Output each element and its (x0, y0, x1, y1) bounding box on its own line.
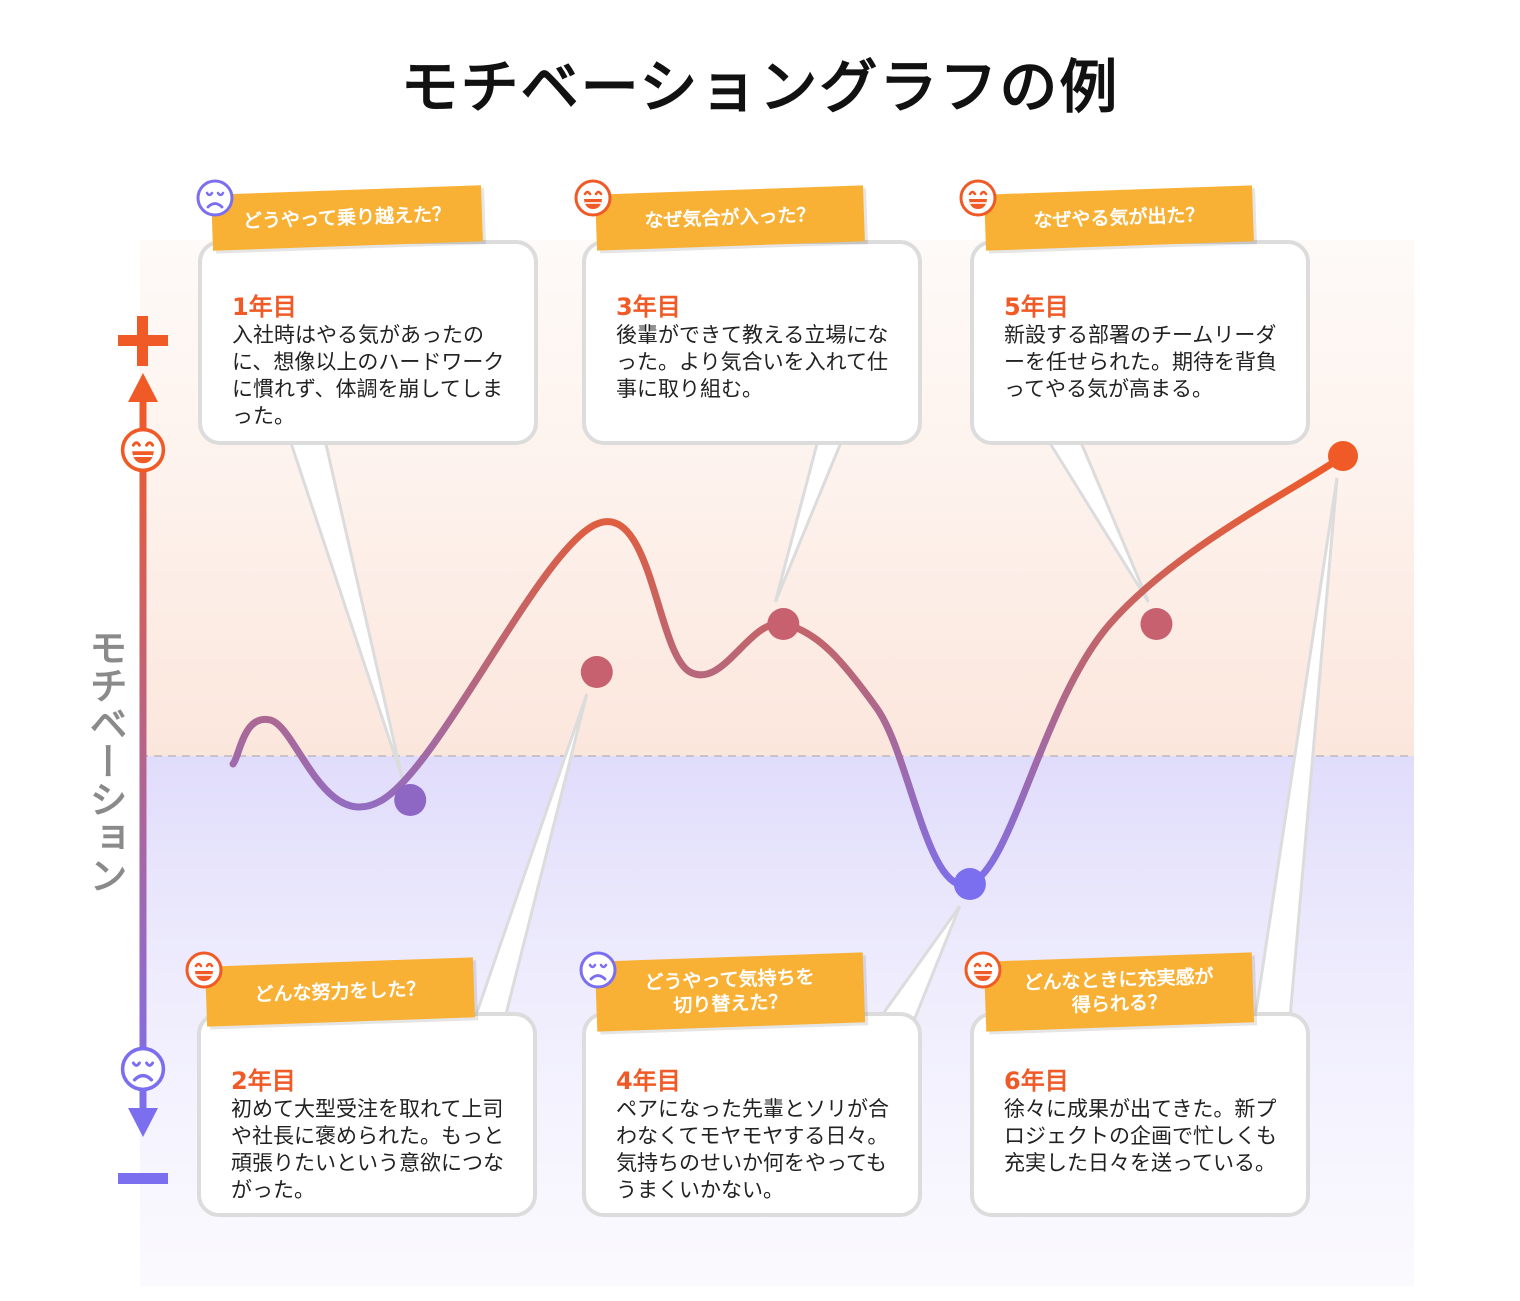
card-text: 新設する部署のチームリーダーを任せられた。期待を背負ってやる気が高まる。 (1004, 323, 1277, 401)
y-axis-up-arrow (128, 373, 158, 402)
card-year-3: 3年目 後輩ができて教える立場になった。より気合いを入れて仕事に取り組む。 (582, 240, 922, 445)
data-point-4 (953, 868, 986, 900)
y-axis-label: モチベーション (83, 628, 127, 894)
year-label: 2年目 (231, 1067, 296, 1095)
year-label: 6年目 (1004, 1067, 1069, 1095)
year-label: 3年目 (616, 293, 681, 321)
card-year-5: 5年目 新設する部署のチームリーダーを任せられた。期待を背負ってやる気が高まる。 (970, 240, 1310, 445)
data-point-2 (580, 656, 613, 688)
happy-face-icon (958, 178, 998, 222)
happy-face-icon (119, 426, 167, 478)
card-text: ペアになった先輩とソリが合わなくてモヤモヤする日々。気持ちのせいか何をやってもう… (616, 1097, 889, 1202)
data-point-5 (1140, 608, 1173, 640)
card-year-6: 6年目 徐々に成果が出てきた。新プロジェクトの企画で忙しくも充実した日々を送って… (970, 1012, 1310, 1217)
question-tag: どうやって気持ちを 切り替えた？ (594, 952, 866, 1032)
plus-icon (118, 316, 168, 366)
question-tag: どんなときに充実感が 得られる？ (983, 952, 1255, 1032)
data-point-1 (394, 784, 427, 816)
year-label: 1年目 (232, 293, 297, 321)
question-tag: どんな努力をした？ (205, 957, 475, 1027)
minus-icon (118, 1173, 168, 1184)
card-year-4: 4年目 ペアになった先輩とソリが合わなくてモヤモヤする日々。気持ちのせいか何をや… (582, 1012, 922, 1217)
year-label: 4年目 (616, 1067, 681, 1095)
data-point-3 (767, 608, 800, 640)
happy-face-icon (573, 178, 613, 222)
happy-face-icon (184, 950, 224, 994)
sad-face-icon (195, 178, 235, 222)
card-text: 入社時はやる気があったのに、想像以上のハードワークに慣れず、体調を崩してしまった… (232, 323, 505, 428)
card-text: 徐々に成果が出てきた。新プロジェクトの企画で忙しくも充実した日々を送っている。 (1004, 1097, 1277, 1175)
data-point-6 (1328, 441, 1358, 471)
sad-face-icon (119, 1045, 167, 1097)
sad-face-icon (578, 950, 618, 994)
happy-face-icon (963, 950, 1003, 994)
card-year-2: 2年目 初めて大型受注を取れて上司や社長に褒められた。もっと頑張りたいという意欲… (197, 1012, 537, 1217)
motivation-line (229, 452, 1347, 889)
card-text: 後輩ができて教える立場になった。より気合いを入れて仕事に取り組む。 (616, 323, 889, 401)
question-tag: どうやって乗り越えた？ (211, 185, 483, 251)
question-tag: なぜ気合が入った？ (595, 185, 865, 251)
card-year-1: 1年目 入社時はやる気があったのに、想像以上のハードワークに慣れず、体調を崩して… (198, 240, 538, 445)
question-tag: なぜやる気が出た？ (984, 185, 1254, 251)
card-text: 初めて大型受注を取れて上司や社長に褒められた。もっと頑張りたいという意欲につなが… (231, 1097, 504, 1202)
year-label: 5年目 (1004, 293, 1069, 321)
page-title: モチベーショングラフの例 (400, 53, 1120, 121)
y-axis-down-arrow (128, 1108, 158, 1137)
